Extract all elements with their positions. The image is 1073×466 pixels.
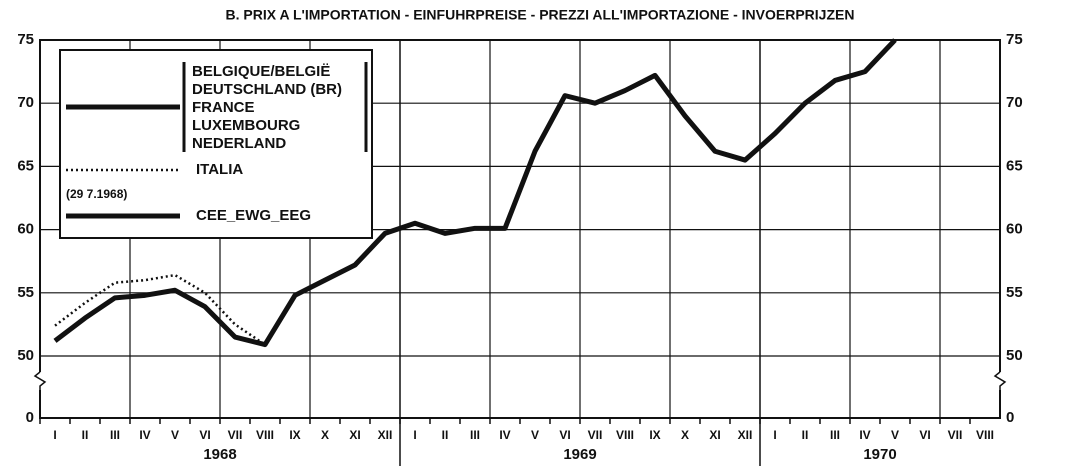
x-tick-label: III xyxy=(830,428,840,442)
y-tick-label: 75 xyxy=(17,31,34,48)
chart-title: B. PRIX A L'IMPORTATION - EINFUHRPREISE … xyxy=(226,7,855,23)
x-tick-label: I xyxy=(413,428,416,442)
x-tick-label: VIII xyxy=(616,428,634,442)
y-tick-label-right: 65 xyxy=(1006,157,1023,174)
series-line xyxy=(53,38,897,348)
x-tick-label: XI xyxy=(349,428,360,442)
x-tick-label: I xyxy=(773,428,776,442)
legend-label: BELGIQUE/BELGIË xyxy=(192,63,330,80)
x-tick-label: X xyxy=(321,428,329,442)
year-label: 1968 xyxy=(203,446,236,463)
x-tick-label: V xyxy=(531,428,539,442)
legend-label: CEE_EWG_EEG xyxy=(196,207,311,224)
x-tick-label: VI xyxy=(919,428,930,442)
x-tick-label: XI xyxy=(709,428,720,442)
y-tick-label-right: 50 xyxy=(1006,347,1023,364)
x-tick-label: II xyxy=(442,428,449,442)
x-tick-label: II xyxy=(802,428,809,442)
x-tick-label: XII xyxy=(378,428,393,442)
x-tick-label: X xyxy=(681,428,689,442)
x-tick-label: III xyxy=(470,428,480,442)
y-tick-label: 65 xyxy=(17,157,34,174)
axis-break-gap xyxy=(995,372,1005,390)
y-tick-label: 50 xyxy=(17,347,34,364)
y-tick-label-right: 60 xyxy=(1006,221,1023,238)
x-tick-label: III xyxy=(110,428,120,442)
axis-break xyxy=(993,371,1007,390)
y-tick-label-right: 55 xyxy=(1006,284,1023,301)
x-tick-label: VII xyxy=(948,428,963,442)
x-tick-label: VI xyxy=(199,428,210,442)
x-tick-label: IV xyxy=(499,428,510,442)
x-tick-label: I xyxy=(53,428,56,442)
y-tick-label-right: 75 xyxy=(1006,31,1023,48)
y-tick-label: 70 xyxy=(17,94,34,111)
legend-note: (29 7.1968) xyxy=(66,187,127,201)
x-tick-label: IV xyxy=(139,428,150,442)
x-tick-label: XII xyxy=(738,428,753,442)
legend-label: DEUTSCHLAND (BR) xyxy=(192,81,342,98)
x-tick-label: VIII xyxy=(976,428,994,442)
legend-label: LUXEMBOURG xyxy=(192,117,300,134)
x-tick-label: V xyxy=(171,428,179,442)
year-label: 1969 xyxy=(563,446,596,463)
x-tick-label: IX xyxy=(649,428,660,442)
axis-break xyxy=(33,371,47,390)
x-tick-label: VI xyxy=(559,428,570,442)
series-line xyxy=(54,273,266,346)
x-tick-label: IV xyxy=(859,428,870,442)
y-tick-label-right: 70 xyxy=(1006,94,1023,111)
x-tick-label: VII xyxy=(228,428,243,442)
y-tick-label: 55 xyxy=(17,284,34,301)
legend-box xyxy=(59,49,373,239)
year-label: 1970 xyxy=(863,446,896,463)
y-tick-label: 60 xyxy=(17,221,34,238)
x-tick-label: VII xyxy=(588,428,603,442)
x-tick-label: IX xyxy=(289,428,300,442)
x-tick-label: V xyxy=(891,428,899,442)
x-tick-label: VIII xyxy=(256,428,274,442)
legend-label: NEDERLAND xyxy=(192,135,286,152)
y-tick-label: 0 xyxy=(26,409,34,426)
legend-label: FRANCE xyxy=(192,99,255,116)
axis-break-gap xyxy=(35,372,45,390)
x-tick-label: II xyxy=(82,428,89,442)
legend-label: ITALIA xyxy=(196,161,243,178)
y-tick-label-right: 0 xyxy=(1006,409,1014,426)
